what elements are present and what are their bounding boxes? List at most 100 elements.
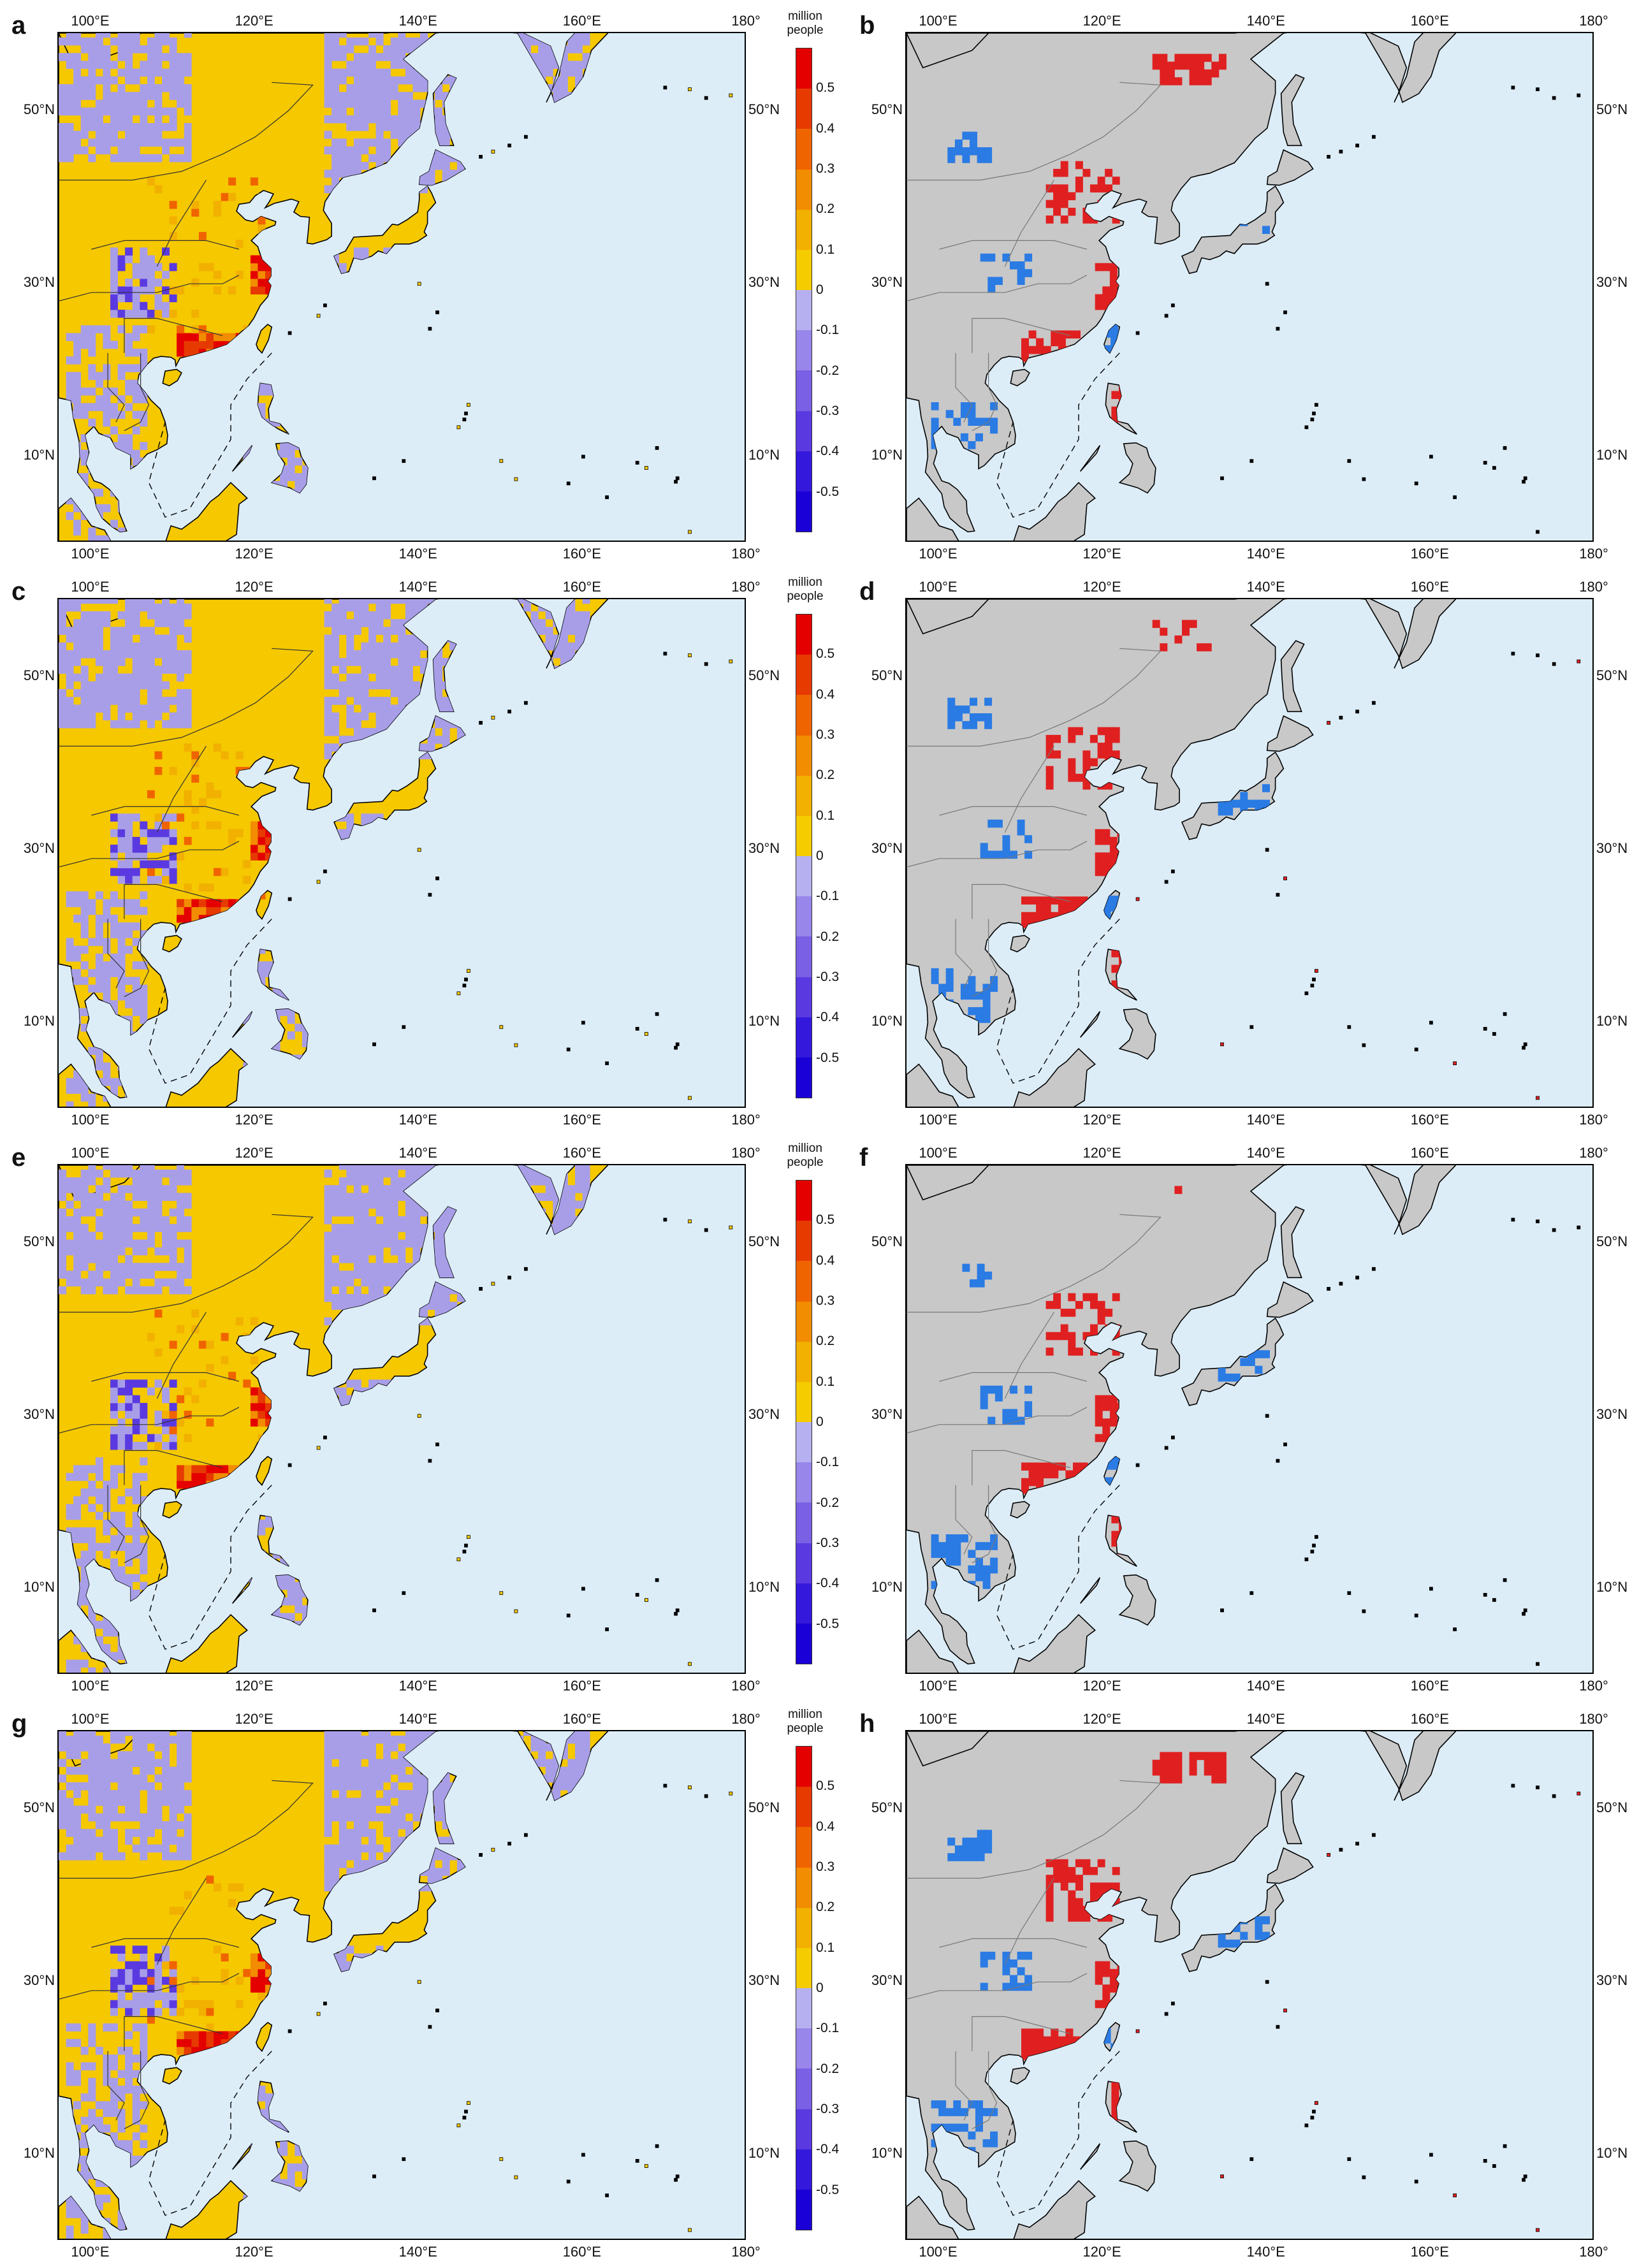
grid-cell <box>169 829 177 838</box>
colorbar-tick-label: -0.1 <box>816 1455 840 1470</box>
grid-cell <box>110 294 118 303</box>
grid-cell <box>162 868 170 876</box>
grid-cell <box>147 1177 155 1186</box>
grid-cell <box>125 92 133 100</box>
grid-cell <box>80 92 89 100</box>
grid-cell <box>221 333 229 342</box>
lat-tick-right: 30°N <box>748 840 780 857</box>
grid-cell <box>324 33 332 38</box>
lat-tick-left: 30°N <box>871 840 903 857</box>
grid-cell <box>1065 904 1074 913</box>
lon-tick-bottom: 120°E <box>235 1678 273 1694</box>
grid-cell <box>375 1169 384 1178</box>
grid-cell <box>184 1255 192 1263</box>
grid-cell <box>80 1550 89 1559</box>
grid-cell <box>398 697 406 705</box>
grid-cell <box>95 1216 103 1225</box>
grid-cell <box>117 1519 126 1528</box>
grid-cell <box>970 1279 977 1288</box>
grid-cell <box>154 279 163 287</box>
grid-cell <box>375 1177 384 1186</box>
grid-cell <box>140 411 148 419</box>
grid-cell <box>353 720 361 729</box>
grid-cell <box>95 1511 103 1520</box>
grid-cell <box>962 155 970 163</box>
grid-cell <box>103 697 111 705</box>
grid-cell <box>162 704 170 713</box>
grid-cell <box>361 673 369 682</box>
colorbar-segment <box>796 695 812 736</box>
grid-cell <box>250 286 258 294</box>
grid-cell <box>162 836 170 845</box>
grid-cell <box>154 813 163 822</box>
grid-cell <box>346 813 354 822</box>
grid-cell <box>80 1200 89 1209</box>
mainland-landmass <box>59 599 609 1099</box>
grid-cell <box>66 1101 74 1107</box>
grid-cell <box>95 611 103 620</box>
grid-cell <box>125 836 133 845</box>
grid-cell <box>154 115 163 124</box>
lon-tick-bottom: 140°E <box>398 1678 437 1694</box>
grid-cell <box>361 1165 369 1170</box>
grid-cell <box>103 403 111 411</box>
grid-cell <box>324 1294 332 1302</box>
grid-cell <box>140 704 148 713</box>
grid-cell <box>331 138 340 147</box>
island <box>1118 1008 1156 1060</box>
grid-cell <box>59 123 66 131</box>
grid-cell <box>125 294 133 303</box>
island-dot <box>1453 1061 1457 1065</box>
grid-cell <box>1095 829 1103 838</box>
grid-cell <box>560 627 568 635</box>
colorbar-tick-label: 0.4 <box>816 1253 835 1268</box>
grid-cell <box>103 914 111 923</box>
grid-cell <box>368 1193 376 1201</box>
island-dot <box>467 969 470 973</box>
grid-cell <box>987 277 996 285</box>
grid-cell <box>140 302 148 310</box>
grid-cell <box>1109 1402 1118 1411</box>
lon-tick-bottom: 160°E <box>562 1112 601 1128</box>
grid-cell <box>368 704 376 713</box>
grid-cell <box>162 76 170 85</box>
grid-cell <box>154 1216 163 1225</box>
island-dot <box>288 1463 292 1467</box>
grid-cell <box>390 1239 398 1248</box>
grid-cell <box>977 155 985 163</box>
grid-cell <box>339 1232 347 1240</box>
island <box>1079 445 1101 472</box>
grid-cell <box>125 1488 133 1497</box>
grid-cell <box>1058 896 1066 905</box>
panel-label-d: d <box>859 578 875 606</box>
grid-cell <box>88 1255 96 1263</box>
grid-cell <box>132 1263 140 1271</box>
grid-cell <box>110 1086 118 1094</box>
grid-cell <box>117 1465 126 1474</box>
grid-cell <box>184 1200 192 1209</box>
grid-cell <box>117 930 126 938</box>
grid-cell <box>132 325 140 333</box>
grid-cell <box>435 665 443 674</box>
grid-cell <box>361 107 369 116</box>
lat-tick-left: 50°N <box>23 667 55 684</box>
grid-cell <box>66 1086 74 1094</box>
grid-cell <box>184 836 192 845</box>
grid-cell <box>66 131 74 139</box>
grid-cell <box>88 1208 96 1217</box>
grid-cell <box>73 704 82 713</box>
island-dot <box>323 869 327 874</box>
grid-cell <box>95 1465 103 1474</box>
grid-cell <box>331 1232 340 1240</box>
grid-cell <box>125 61 133 69</box>
grid-cell <box>88 1169 96 1178</box>
grid-cell <box>295 473 303 481</box>
grid-cell <box>66 899 74 908</box>
grid-cell <box>147 177 155 185</box>
grid-cell <box>147 61 155 69</box>
grid-cell <box>331 107 340 116</box>
grid-cell <box>132 961 140 970</box>
grid-cell <box>80 704 89 713</box>
grid-cell <box>1036 1470 1044 1479</box>
grid-cell <box>140 247 148 256</box>
